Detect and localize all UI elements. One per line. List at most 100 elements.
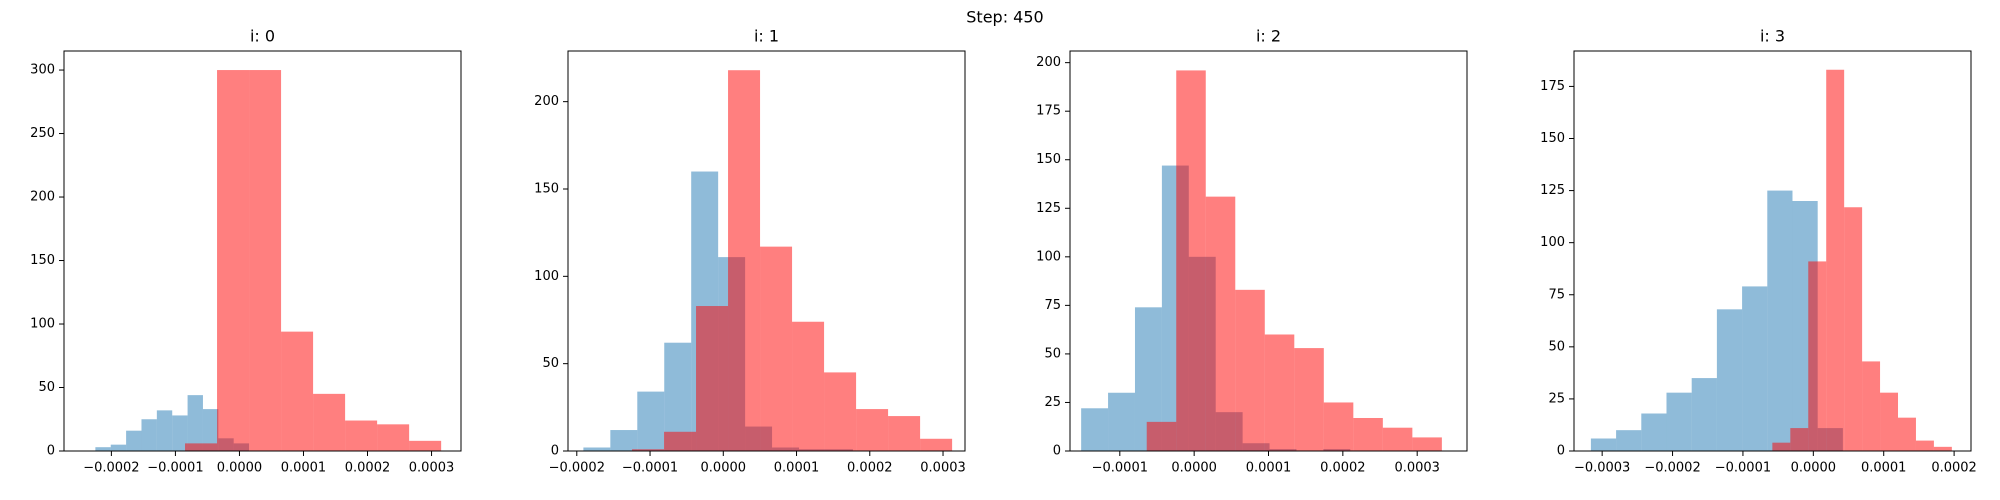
subplot: −0.0002 −0.0001 0.0000 0.0001 0.0002 0.0003 0 5…: [534, 27, 966, 476]
histogram-bar: [1767, 190, 1793, 452]
x-tick-label: −0.0002: [83, 461, 139, 476]
histogram-bar: [888, 416, 921, 451]
y-tick-label: 0: [1053, 444, 1061, 459]
x-tick-label: 0.0003: [1394, 461, 1440, 476]
x-tick-label: 0.0001: [1861, 461, 1907, 476]
histogram-bar: [1294, 348, 1324, 451]
histogram-bar: [156, 410, 173, 451]
histogram-bar: [1176, 70, 1206, 451]
y-tick-label: 150: [1036, 152, 1061, 167]
x-tick-label: 0.0002: [847, 461, 893, 476]
x-tick-label: −0.0001: [622, 461, 678, 476]
y-tick-label: 0: [1557, 444, 1565, 459]
histogram-bar: [637, 391, 665, 451]
subplot-title: i: 0: [250, 27, 275, 46]
histogram-bar: [1742, 286, 1768, 451]
axes-frame: [567, 50, 966, 452]
x-tick-label: 0.0001: [774, 461, 820, 476]
histogram-bar: [1205, 196, 1236, 451]
x-tick-label: −0.0001: [1715, 461, 1771, 476]
histogram-bar: [696, 306, 729, 451]
histogram-bar: [1880, 392, 1899, 451]
y-tick-label: 75: [1044, 298, 1061, 313]
x-tick-label: 0.0001: [1246, 461, 1292, 476]
histogram-bar: [377, 424, 410, 451]
y-tick-label: 250: [30, 126, 55, 141]
histogram-bar: [1862, 361, 1881, 451]
histogram-bar: [824, 372, 857, 451]
x-tick-label: −0.0001: [1092, 461, 1148, 476]
y-tick-label: 50: [1044, 346, 1061, 361]
histogram-bar: [187, 395, 203, 451]
histogram-bar: [141, 419, 157, 451]
histogram-bar: [1915, 440, 1934, 451]
axes-frame: [1573, 50, 1972, 452]
subplot-title: i: 3: [1760, 27, 1785, 46]
histogram-bar: [1772, 442, 1791, 451]
y-tick-label: 0: [551, 444, 559, 459]
x-tick-label: 0.0003: [920, 461, 966, 476]
histogram-bar: [1898, 417, 1916, 451]
x-tick-label: 0.0000: [217, 461, 263, 476]
y-tick-label: 300: [30, 63, 55, 78]
histogram-bar: [1235, 289, 1265, 451]
histogram-bar: [409, 440, 442, 451]
x-tick-label: 0.0000: [701, 461, 747, 476]
histogram-bar: [856, 409, 889, 451]
histogram-bar: [202, 409, 219, 451]
histogram-bar: [185, 443, 218, 451]
histogram-bar: [920, 438, 953, 451]
histogram-bar: [126, 430, 142, 451]
x-tick-label: −0.0002: [549, 461, 605, 476]
y-tick-label: 125: [1540, 183, 1565, 198]
histogram-bar: [1790, 428, 1809, 451]
y-tick-label: 200: [534, 94, 559, 109]
x-tick-label: 0.0002: [345, 461, 391, 476]
histogram-bar: [583, 447, 611, 451]
histogram-bar: [1808, 261, 1827, 451]
y-tick-label: 175: [1540, 79, 1565, 94]
histogram-bar: [1844, 207, 1863, 451]
histogram-bar: [664, 431, 697, 451]
y-tick-label: 75: [1548, 287, 1565, 302]
y-tick-label: 50: [1548, 339, 1565, 354]
histogram-bar: [610, 430, 638, 451]
histogram-bar: [1691, 378, 1717, 451]
histogram-bar: [1826, 69, 1845, 451]
y-tick-label: 150: [30, 253, 55, 268]
histogram-bar: [1108, 392, 1135, 451]
x-tick-label: 0.0000: [1171, 461, 1217, 476]
x-tick-label: 0.0002: [1931, 461, 1977, 476]
histogram-bar: [1264, 334, 1295, 451]
histogram-bar: [1641, 413, 1667, 451]
histogram-bar: [1590, 438, 1617, 451]
y-tick-label: 100: [30, 317, 55, 332]
histogram-bar: [1353, 417, 1383, 451]
y-tick-label: 200: [1036, 55, 1061, 70]
y-tick-label: 125: [1036, 201, 1061, 216]
y-tick-label: 150: [1540, 131, 1565, 146]
axes-frame: [63, 50, 462, 452]
histogram-bar: [1716, 309, 1743, 451]
x-tick-label: −0.0001: [147, 461, 203, 476]
subplot: −0.0001 0.0000 0.0001 0.0002 0.0003 0 25 50 75 10…: [1036, 27, 1468, 476]
histogram-bar: [1382, 427, 1413, 451]
y-tick-label: 150: [534, 181, 559, 196]
histogram-bar: [1666, 392, 1692, 451]
y-tick-label: 100: [534, 269, 559, 284]
histogram-bar: [1933, 446, 1952, 451]
x-tick-label: −0.0002: [1644, 461, 1700, 476]
x-tick-label: 0.0000: [1791, 461, 1837, 476]
y-tick-label: 50: [542, 356, 559, 371]
y-tick-label: 100: [1540, 235, 1565, 250]
histogram-bar: [1323, 402, 1354, 451]
subplot: −0.0002 −0.0001 0.0000 0.0001 0.0002 0.0003 0 5…: [30, 27, 462, 476]
y-tick-label: 100: [1036, 249, 1061, 264]
histogram-bar: [172, 415, 188, 451]
histogram-bar: [1616, 430, 1642, 451]
histogram-bar: [1081, 408, 1109, 451]
subplot: −0.0003 −0.0002 −0.0001 0.0000 0.0001 0.0002 0…: [1540, 27, 1977, 476]
figure-title: Step: 450: [966, 8, 1043, 27]
histogram-bar: [345, 420, 378, 451]
histogram-bar: [792, 321, 825, 451]
